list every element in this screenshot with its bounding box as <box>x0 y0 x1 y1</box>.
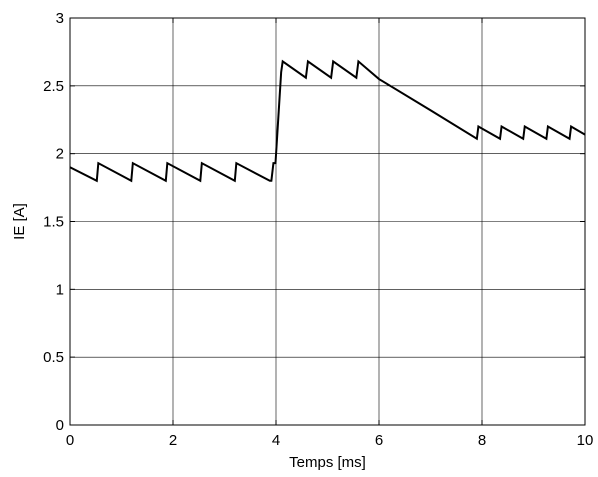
x-tick-label: 0 <box>66 432 74 449</box>
x-tick-label: 4 <box>272 432 280 449</box>
line-layer <box>69 59 586 183</box>
x-tick-label: 6 <box>375 432 383 449</box>
x-tick-label: 2 <box>169 432 177 449</box>
series-line <box>69 59 586 183</box>
x-tick-label: 8 <box>478 432 486 449</box>
x-tick-label: 10 <box>577 432 594 449</box>
x-ticks: 0 2 4 6 8 10 <box>66 18 594 449</box>
y-tick-label: 0 <box>56 417 64 434</box>
x-axis-label: Temps [ms] <box>289 454 366 471</box>
y-tick-label: 1.5 <box>43 214 64 231</box>
y-axis-label: IE [A] <box>11 203 28 240</box>
y-tick-label: 2 <box>56 146 64 163</box>
y-tick-label: 2.5 <box>43 78 64 95</box>
y-tick-label: 0.5 <box>43 349 64 366</box>
y-tick-label: 1 <box>56 281 64 298</box>
y-ticks: 0 0.5 1 1.5 2 2.5 3 <box>43 10 585 434</box>
y-tick-label: 3 <box>56 10 64 27</box>
grid <box>70 18 585 425</box>
